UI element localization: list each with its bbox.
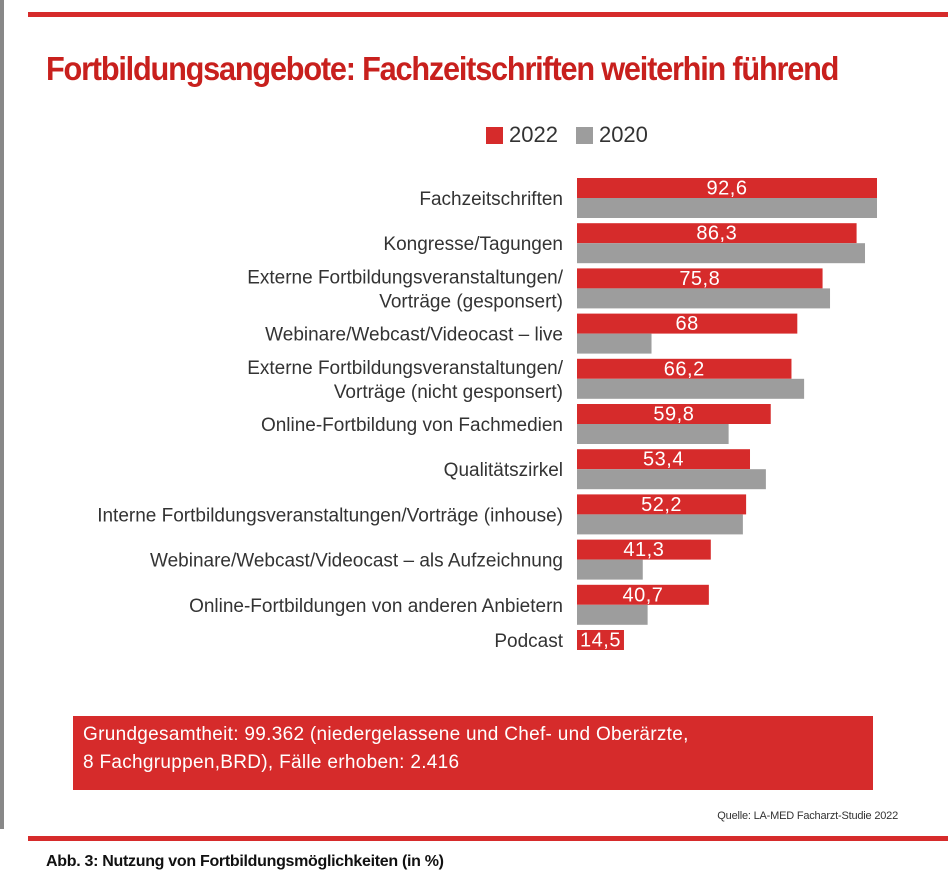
info-line-2: 8 Fachgruppen,BRD), Fälle erhoben: 2.416 <box>83 752 460 773</box>
category-label-8: Webinare/Webcast/Videocast – als Aufzeic… <box>150 551 563 572</box>
category-label-5: Online-Fortbildung von Fachmedien <box>261 415 563 436</box>
bar-2022-9 <box>577 584 709 605</box>
value-label-2022-0: 92,6 <box>707 178 748 200</box>
bar-2020-5 <box>577 424 729 444</box>
left-frame-line <box>0 0 4 829</box>
value-label-2022-5: 59,8 <box>653 404 694 426</box>
bar-chart: 92,6 Fachzeitschriften 86,3 Kongresse/Tagun… <box>97 178 877 652</box>
category-label-0: Fachzeitschriften <box>419 189 563 210</box>
bar-2020-8 <box>577 559 643 580</box>
bar-2020-2 <box>577 288 831 309</box>
legend-swatch-2022 <box>486 126 503 144</box>
category-label-2-0: Externe Fortbildungsveranstaltungen/ <box>247 267 564 288</box>
value-label-2022-1: 86,3 <box>696 223 737 245</box>
legend-item-2020: 2020 <box>575 122 648 148</box>
figure-caption: Abb. 3: Nutzung von Fortbildungsmöglichk… <box>46 853 444 870</box>
legend-label-2022: 2022 <box>509 122 558 147</box>
bar-2022-6 <box>577 449 751 470</box>
source-note: Quelle: LA-MED Facharzt-Studie 2022 <box>717 810 898 822</box>
bar-2022-4 <box>577 358 792 379</box>
bar-2022-3 <box>577 313 798 334</box>
bar-2020-9 <box>577 604 648 625</box>
value-label-2022-9: 40,7 <box>622 584 663 606</box>
category-label-3: Webinare/Webcast/Videocast – live <box>265 325 563 346</box>
bar-2020-0 <box>577 198 877 218</box>
bar-2020-3 <box>577 333 652 354</box>
category-label-4-1: Vorträge (nicht gesponsert) <box>334 382 563 403</box>
bar-2022-8 <box>577 539 711 560</box>
value-label-2022-7: 52,2 <box>641 494 682 516</box>
legend-swatch-2020 <box>575 126 593 144</box>
bottom-rule <box>28 836 948 841</box>
category-label-2-1: Vorträge (gesponsert) <box>379 291 563 312</box>
bar-2022-1 <box>577 223 857 244</box>
bar-2020-6 <box>577 469 766 490</box>
category-label-6: Qualitätszirkel <box>444 460 563 481</box>
top-rule <box>28 12 948 17</box>
bar-2020-4 <box>577 378 805 399</box>
category-label-9: Online-Fortbildungen von anderen Anbiete… <box>189 596 563 617</box>
category-label-7: Interne Fortbildungsveranstaltungen/Vort… <box>97 505 563 526</box>
bar-2020-7 <box>577 514 743 535</box>
bar-2022-7 <box>577 494 747 515</box>
info-line-1: Grundgesamtheit: 99.362 (niedergelassene… <box>83 724 689 745</box>
bar-2022-10 <box>577 630 624 650</box>
value-label-2022-6: 53,4 <box>643 449 684 471</box>
bar-2022-0 <box>577 178 877 198</box>
bar-2022-5 <box>577 404 771 424</box>
value-label-2022-4: 66,2 <box>664 358 705 380</box>
value-label-2022-2: 75,8 <box>679 268 720 290</box>
legend: 2022 2020 <box>486 122 648 148</box>
legend-item-2022: 2022 <box>486 122 558 148</box>
chart-title: Fortbildungsangebote: Fachzeitschriften … <box>46 50 839 87</box>
value-label-2022-8: 41,3 <box>623 539 664 561</box>
category-label-1: Kongresse/Tagungen <box>383 234 563 255</box>
info-box: Grundgesamtheit: 99.362 (niedergelassene… <box>73 716 873 790</box>
legend-label-2020: 2020 <box>598 122 648 147</box>
category-label-10: Podcast <box>494 631 563 652</box>
bar-2020-1 <box>577 243 866 264</box>
category-label-4-0: Externe Fortbildungsveranstaltungen/ <box>247 358 564 379</box>
value-label-2022-10: 14,5 <box>580 630 621 652</box>
value-label-2022-3: 68 <box>676 313 699 335</box>
bar-2022-2 <box>577 268 823 289</box>
